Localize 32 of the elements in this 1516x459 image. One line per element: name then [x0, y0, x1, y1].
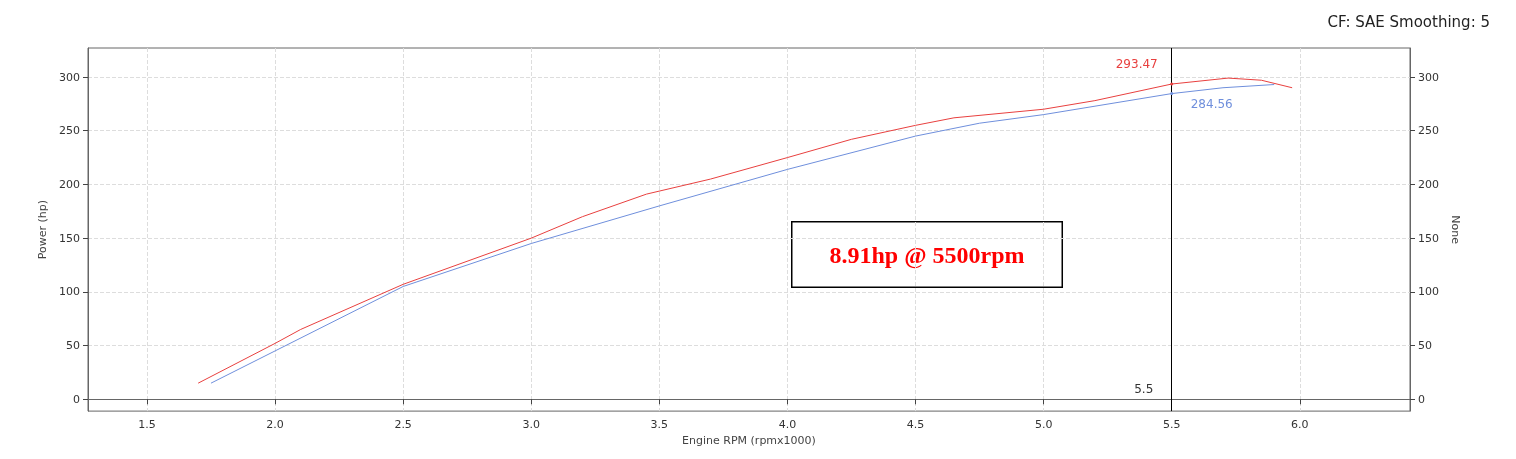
x-tick-label: 3.5 [650, 418, 669, 432]
y2-tick-label: 150 [1418, 231, 1439, 245]
y-tick-label: 50 [66, 339, 80, 353]
x-tick-label: 2.5 [394, 418, 412, 432]
annotation: 293.47 [1115, 57, 1158, 72]
y2-tick-label: 50 [1418, 339, 1432, 353]
x-tick-label: 5.0 [1034, 418, 1053, 432]
y-tick-label: 250 [59, 124, 80, 138]
y-tick-label: 300 [59, 70, 80, 84]
annotation: 284.56 [1190, 96, 1233, 111]
y2-tick-label: 300 [1418, 70, 1439, 84]
x-tick-label: 2.0 [266, 418, 284, 432]
y2-tick-label: 250 [1418, 124, 1439, 138]
y2-tick-label: 200 [1418, 177, 1439, 191]
ref-line-label: 5.5 [1134, 382, 1154, 397]
y-tick-label: 150 [59, 231, 80, 245]
y2-tick-label: 0 [1418, 392, 1425, 406]
y2-tick-label: 100 [1418, 285, 1439, 299]
x-axis-title: Engine RPM (rpmx1000) [682, 434, 816, 447]
y-tick-label: 0 [73, 392, 80, 406]
x-tick-label: 6.0 [1291, 418, 1309, 432]
y-tick-label: 100 [59, 285, 80, 299]
y-tick-label: 200 [59, 177, 80, 191]
y-axis-title: Power (hp) [36, 199, 49, 260]
x-tick-label: 5.5 [1162, 418, 1181, 432]
annotation: 8.91hp @ 5500rpm [829, 241, 1025, 269]
x-tick-label: 3.0 [522, 418, 540, 432]
text: CF: SAE Smoothing: 5 [1327, 12, 1491, 31]
x-tick-label: 4.0 [778, 418, 797, 432]
y2-axis-title: None [1449, 215, 1462, 245]
x-tick-label: 4.5 [906, 418, 925, 432]
x-tick-label: 1.5 [138, 418, 156, 432]
